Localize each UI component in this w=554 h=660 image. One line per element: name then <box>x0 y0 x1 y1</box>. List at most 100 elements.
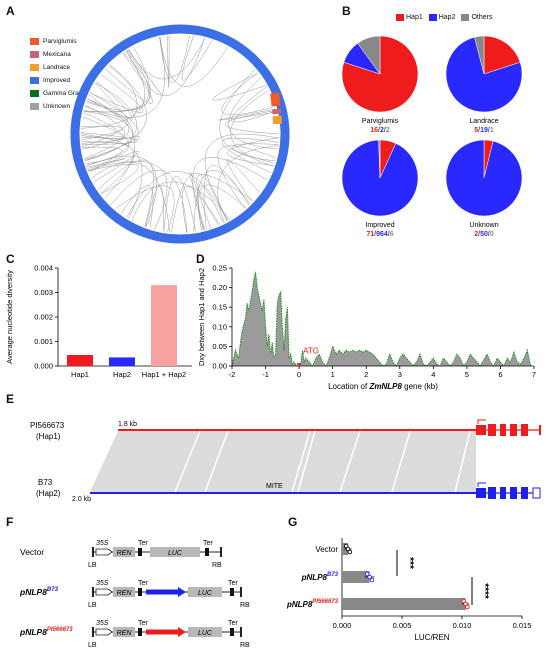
ren-label: REN <box>117 550 133 557</box>
y-tick-label: 0.004 <box>34 264 53 273</box>
tree-ring-landrace <box>272 115 282 125</box>
pie-counts: 16/2/2 <box>370 127 390 134</box>
tss-arrow <box>477 482 486 487</box>
terminator <box>205 548 209 556</box>
pie-title: Unknown <box>469 222 498 229</box>
legend-swatch <box>428 14 437 21</box>
x-tick-label: 0 <box>297 370 301 379</box>
bar-1 <box>109 357 135 366</box>
tree-branch <box>159 36 229 87</box>
data-point <box>347 549 353 555</box>
legend-swatch <box>30 77 39 84</box>
y-tick-label: 0.25 <box>212 264 227 273</box>
pie-legend-hap2: Hap2 <box>428 14 455 21</box>
tree-branch <box>87 160 168 230</box>
pie-counts: 71/964/6 <box>366 231 393 238</box>
rb-border <box>240 627 242 637</box>
luc-ren-chart: 0.000 0.005 0.010 0.015 LUC/REN Vector pNLP8B7… <box>286 538 531 642</box>
legend-swatch <box>461 14 470 21</box>
tree-branch <box>131 181 231 221</box>
dxy-chart: 0.00 0.05 0.10 0.15 0.20 0.25 -2 -1 0 1 2 3 4 5 6 7 ATG L… <box>197 264 536 392</box>
panel-label-e: E <box>6 392 15 406</box>
sig-mark-2: **** <box>479 583 490 599</box>
pie-slice <box>445 139 523 217</box>
atg-label: ATG <box>303 346 319 355</box>
legend-item-mexicana: Mexicana <box>30 51 71 58</box>
pie-slice <box>474 35 485 75</box>
construct-name: pNLP8B73 <box>19 587 59 597</box>
tree-branch <box>227 137 279 166</box>
construct-row-2: LB RB 35S REN Ter LUC Ter <box>88 620 250 649</box>
tree-branch <box>91 161 170 233</box>
nlp8-promoter <box>146 627 186 637</box>
legend-swatch <box>30 90 39 97</box>
rb-label: RB <box>212 562 222 569</box>
bar-1 <box>342 571 370 583</box>
x-axis-label: LUC/REN <box>414 633 449 642</box>
pie-slice <box>445 36 523 113</box>
y-tick-label: 0.002 <box>34 313 53 322</box>
pie-slice <box>483 35 521 75</box>
pie-slice <box>357 35 381 75</box>
tree-branch <box>81 137 143 219</box>
exon-block <box>488 487 496 499</box>
tree-branch <box>84 82 138 162</box>
tree-branch <box>198 184 247 231</box>
alignment-gap <box>297 430 316 493</box>
data-point <box>367 574 372 580</box>
tree-branch <box>226 159 260 203</box>
legend-label: Improved <box>43 77 71 84</box>
pie-parviglumis <box>341 35 419 113</box>
tree-branch <box>88 163 139 195</box>
y-tick-label: 0.000 <box>34 362 53 371</box>
tree-branch <box>89 74 144 113</box>
y-tick-label: 0.003 <box>34 288 53 297</box>
tree-branch <box>128 38 206 80</box>
tree-branch <box>219 69 276 162</box>
ren-gene <box>113 587 135 597</box>
35s-promoter <box>95 548 113 556</box>
exon-block <box>510 424 517 436</box>
tree-branch <box>80 92 139 139</box>
pie-unknown <box>445 139 523 217</box>
ren-label: REN <box>117 590 133 597</box>
ter-label: Ter <box>228 580 238 587</box>
legend-swatch <box>396 14 404 21</box>
luc-label: LUC <box>198 590 213 597</box>
sig-mark-1: *** <box>404 557 415 569</box>
lb-label: LB <box>88 602 97 609</box>
x-tick-label: -2 <box>229 370 236 379</box>
pie-title: Improved <box>365 222 394 229</box>
hap2-exons <box>476 482 541 499</box>
x-tick-label: 1 <box>331 370 335 379</box>
exon-block <box>521 487 528 499</box>
35s-promoter <box>95 588 113 596</box>
rb-label: RB <box>240 642 250 649</box>
tree-branch <box>89 83 129 122</box>
legend-swatch <box>30 38 39 45</box>
pie-improved <box>341 139 419 217</box>
tree-branch <box>126 170 228 222</box>
alignment-gap <box>339 430 361 493</box>
tree-branch <box>217 145 279 223</box>
pie-slice <box>341 139 419 217</box>
hap2-length: 2.0 kb <box>72 496 91 503</box>
lb-label: LB <box>88 642 97 649</box>
exon-block <box>500 487 506 499</box>
y-axis-label: Average nucleotide diversity <box>5 270 14 364</box>
panel-label-d: D <box>196 252 205 266</box>
ter-label: Ter <box>138 540 148 547</box>
rb-border <box>220 547 222 557</box>
construct-row-1: LB RB 35S REN Ter LUC Ter <box>88 580 250 609</box>
y-tick-label: pNLP8PI566673 <box>286 599 339 609</box>
x-tick-label: 0.005 <box>393 621 412 630</box>
tree-branch <box>82 136 140 162</box>
legend-item-gamma-grass: Gamma Grass <box>30 90 85 97</box>
pie-title: Landrace <box>469 118 498 125</box>
exon-block <box>488 424 496 436</box>
y-tick-label: pNLP8B73 <box>301 572 339 582</box>
tree-ring-improved <box>70 24 290 244</box>
luc-gene <box>150 547 200 557</box>
alignment-gap <box>174 430 201 493</box>
legend-item-improved: Improved <box>30 77 70 84</box>
